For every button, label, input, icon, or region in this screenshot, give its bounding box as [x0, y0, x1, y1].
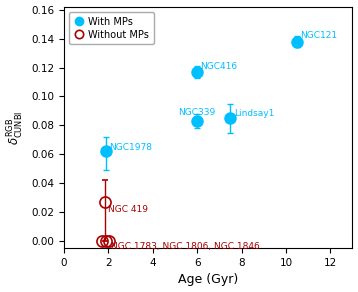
X-axis label: Age (Gyr): Age (Gyr) — [178, 273, 238, 286]
Text: Lindsay1: Lindsay1 — [234, 109, 274, 118]
Text: NGC121: NGC121 — [300, 31, 338, 40]
Text: NGC 419: NGC 419 — [108, 205, 149, 214]
Text: NGC1978: NGC1978 — [110, 142, 153, 152]
Text: NGC 1783, NGC 1806, NGC 1846: NGC 1783, NGC 1806, NGC 1846 — [111, 242, 260, 251]
Text: NGC416: NGC416 — [200, 62, 238, 71]
Y-axis label: $\delta^{\mathrm{RGB}}_{\mathrm{CUNBI}}$: $\delta^{\mathrm{RGB}}_{\mathrm{CUNBI}}$ — [6, 110, 26, 145]
Legend: With MPs, Without MPs: With MPs, Without MPs — [69, 12, 154, 44]
Text: NGC339: NGC339 — [178, 108, 216, 117]
